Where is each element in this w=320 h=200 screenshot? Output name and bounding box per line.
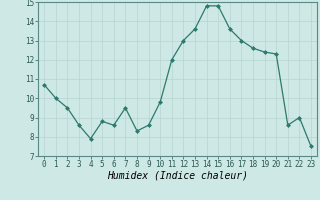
X-axis label: Humidex (Indice chaleur): Humidex (Indice chaleur)	[107, 171, 248, 181]
